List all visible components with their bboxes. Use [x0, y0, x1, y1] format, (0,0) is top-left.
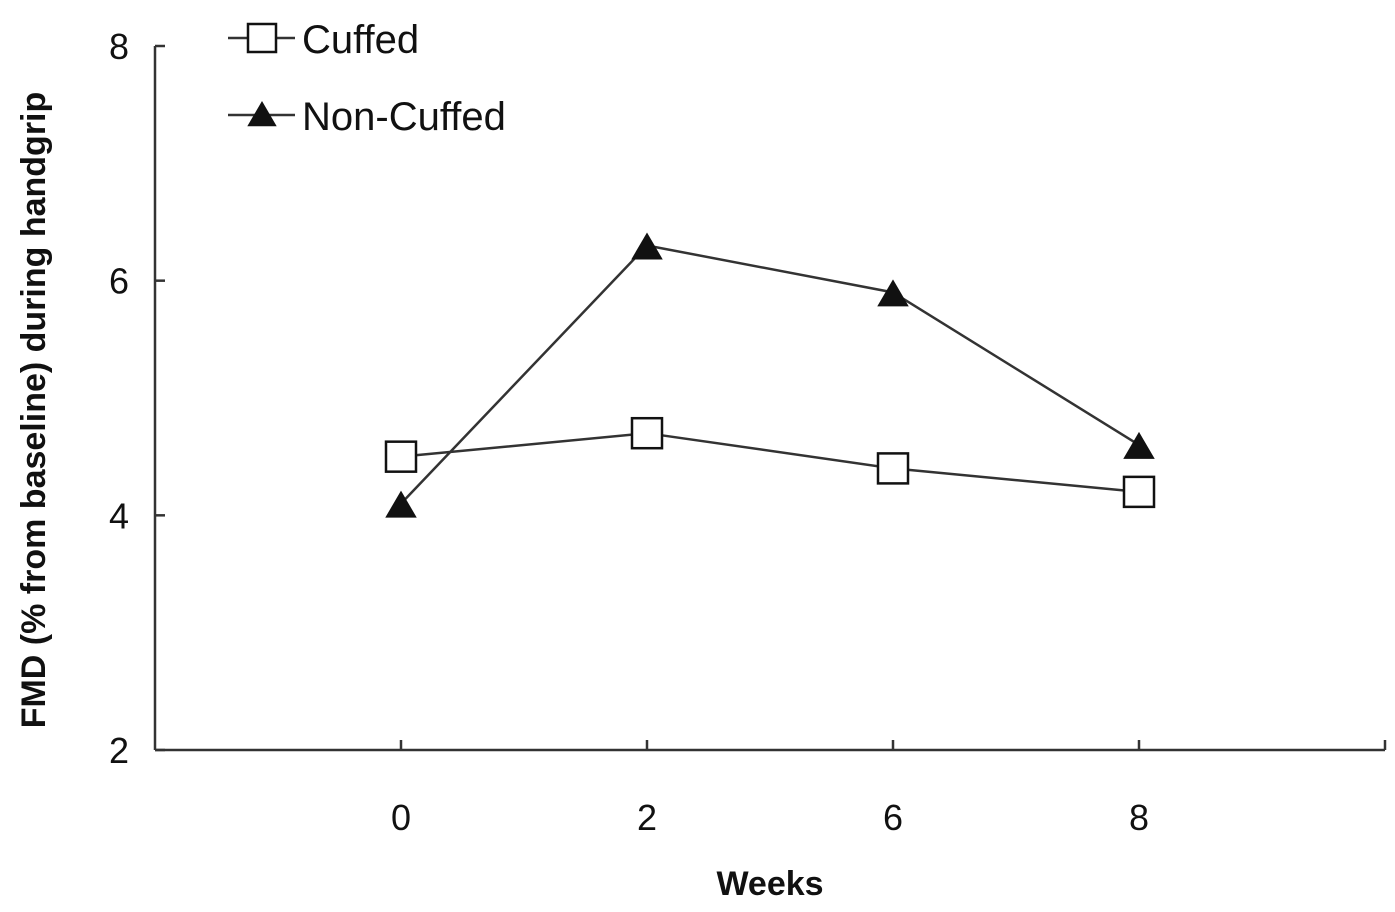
axes [153, 46, 1387, 752]
data-point-triangle [631, 232, 663, 260]
data-point-triangle [1123, 431, 1155, 459]
legend-label-cuffed: Cuffed [302, 18, 419, 62]
x-ticks: 0 2 6 8 [391, 740, 1149, 838]
x-tick-label: 6 [883, 797, 903, 838]
y-tick-label: 2 [109, 730, 129, 771]
x-tick-label: 2 [637, 797, 657, 838]
series-layer [384, 232, 1156, 518]
legend-label-non-cuffed: Non-Cuffed [302, 95, 506, 139]
legend-triangle-icon [247, 101, 277, 127]
legend: Cuffed Non-Cuffed [228, 18, 506, 139]
series-line [400, 431, 1140, 494]
series-cuffed [384, 416, 1156, 509]
data-point-triangle [385, 490, 417, 518]
y-axis-title: FMD (% from baseline) during handgrip [15, 92, 53, 729]
data-point-square [876, 452, 910, 485]
legend-square-icon [246, 22, 278, 54]
series-line [400, 244, 1140, 505]
data-point-triangle [877, 279, 909, 307]
y-ticks: 2 4 6 8 [109, 26, 165, 771]
y-tick-label: 6 [109, 261, 129, 302]
x-tick-label: 8 [1129, 797, 1149, 838]
x-axis-title: Weeks [716, 865, 823, 903]
y-tick-label: 8 [109, 26, 129, 67]
data-point-square [630, 416, 664, 450]
data-point-square [384, 440, 418, 473]
data-point-square [1122, 475, 1156, 509]
x-tick-label: 0 [391, 797, 411, 838]
y-tick-label: 4 [109, 495, 129, 536]
series-non-cuffed [385, 232, 1155, 518]
legend-item-non-cuffed: Non-Cuffed [228, 95, 506, 139]
legend-item-cuffed: Cuffed [228, 18, 419, 62]
